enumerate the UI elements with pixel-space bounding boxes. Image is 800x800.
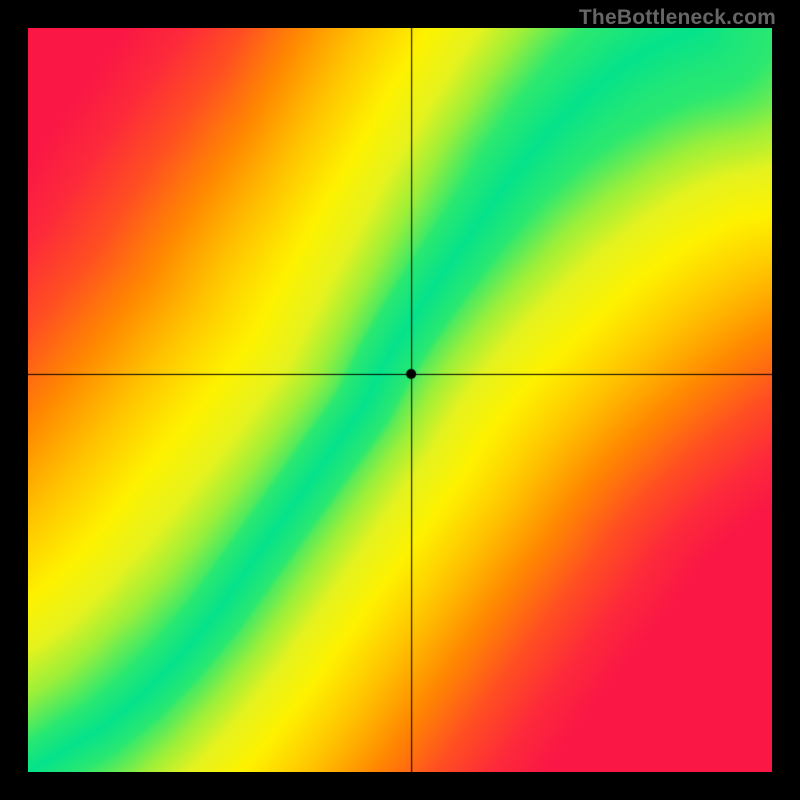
heatmap-plot (28, 28, 772, 772)
chart-container: TheBottleneck.com (0, 0, 800, 800)
watermark-text: TheBottleneck.com (579, 6, 776, 30)
heatmap-canvas (28, 28, 772, 772)
